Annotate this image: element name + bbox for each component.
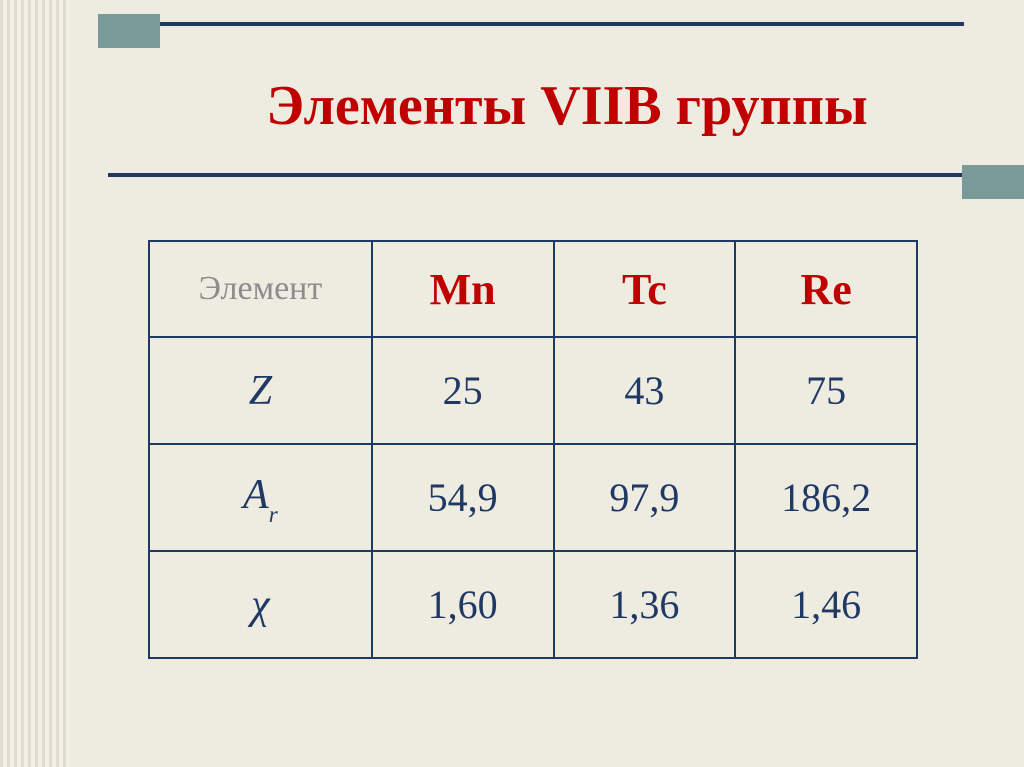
accent-bar-bottom <box>962 165 1024 199</box>
col-mn: Mn <box>372 241 554 337</box>
col-re: Re <box>735 241 917 337</box>
accent-bar-top <box>98 14 160 48</box>
table-row: χ 1,60 1,36 1,46 <box>149 551 917 658</box>
properties-table: Элемент Mn Tc Re Z 25 43 75 Ar 54,9 97,9… <box>148 240 918 659</box>
row-label-ar: Ar <box>149 444 372 551</box>
cell: 25 <box>372 337 554 444</box>
table-row: Ar 54,9 97,9 186,2 <box>149 444 917 551</box>
cell: 1,60 <box>372 551 554 658</box>
cell: 1,36 <box>554 551 736 658</box>
left-stripe-pattern <box>0 0 70 767</box>
cell: 1,46 <box>735 551 917 658</box>
row-label-chi: χ <box>149 551 372 658</box>
row-label-z: Z <box>149 337 372 444</box>
header-label: Элемент <box>149 241 372 337</box>
slide-title: Элементы VIIВ группы <box>170 74 964 138</box>
rule-top <box>160 22 964 26</box>
cell: 97,9 <box>554 444 736 551</box>
cell: 186,2 <box>735 444 917 551</box>
cell: 43 <box>554 337 736 444</box>
cell: 75 <box>735 337 917 444</box>
table-header-row: Элемент Mn Tc Re <box>149 241 917 337</box>
col-tc: Tc <box>554 241 736 337</box>
rule-bottom <box>108 173 964 177</box>
cell: 54,9 <box>372 444 554 551</box>
table-row: Z 25 43 75 <box>149 337 917 444</box>
